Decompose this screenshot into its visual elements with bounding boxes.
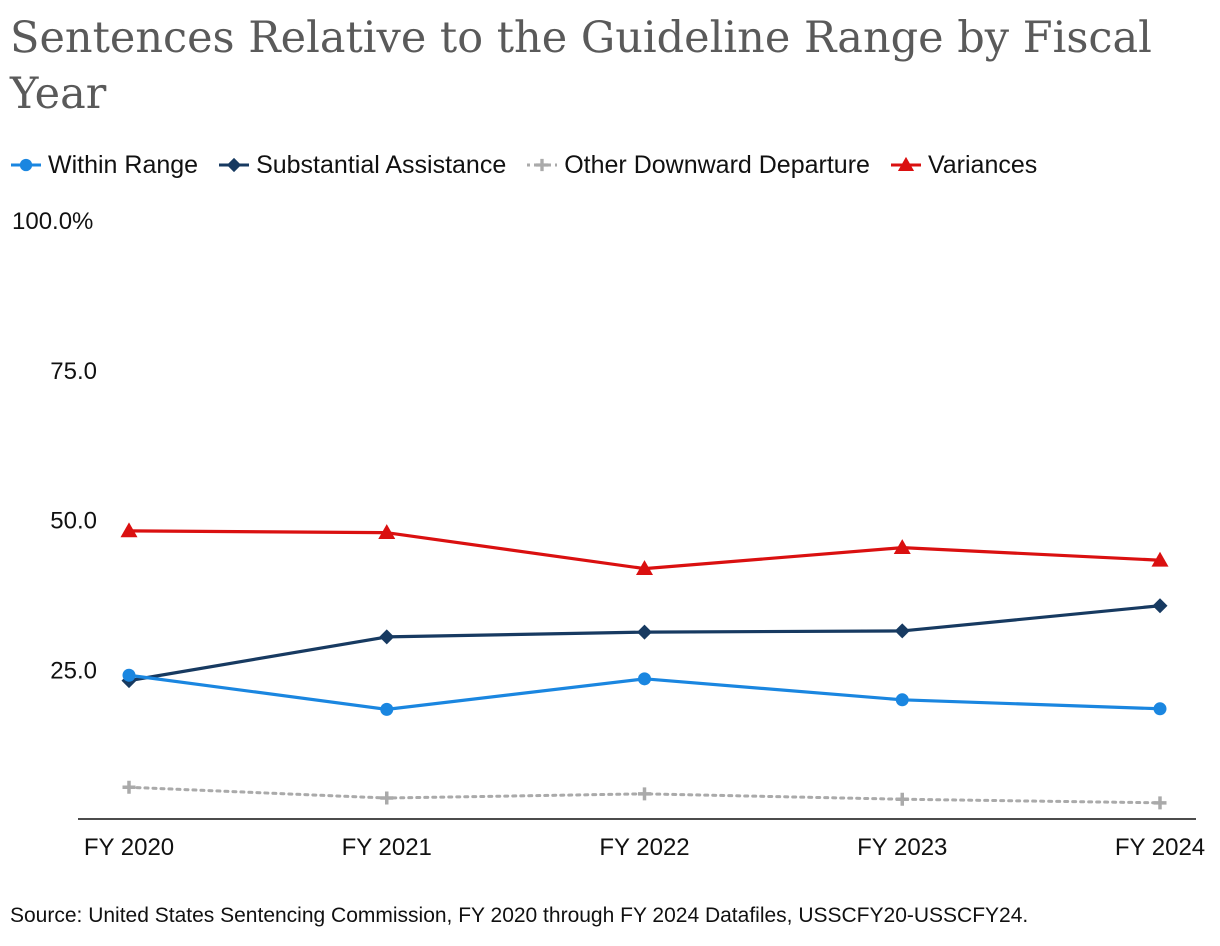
legend-label: Other Downward Departure <box>564 150 870 179</box>
y-tick-label: 25.0 <box>50 657 97 684</box>
data-point-within-range <box>122 668 136 682</box>
legend-label: Within Range <box>48 150 199 179</box>
data-point-within-range <box>1153 702 1167 716</box>
data-point-other-downward-departure <box>122 780 136 794</box>
legend-swatch-variances <box>890 156 921 172</box>
data-point-within-range <box>638 672 651 686</box>
data-point-variances <box>120 522 138 538</box>
legend-swatch-within-range <box>11 158 41 172</box>
data-point-variances <box>636 560 653 575</box>
data-point-substantial-assistance <box>1152 598 1168 614</box>
data-point-within-range <box>895 693 909 707</box>
legend-marker-variances <box>897 156 915 172</box>
y-tick-label: 50.0 <box>50 508 97 535</box>
legend: Within Range Substantial Assistance Other … <box>10 146 1037 184</box>
data-point-variances <box>378 524 396 540</box>
data-point-substantial-assistance <box>894 623 910 639</box>
chart-title: Sentences Relative to the Guideline Rang… <box>10 13 1152 119</box>
data-point-other-downward-departure <box>895 792 909 806</box>
data-point-variances <box>893 539 911 555</box>
x-tick-label: FY 2022 <box>599 834 689 861</box>
data-point-variances <box>1151 551 1169 567</box>
legend-item-substantial-assistance: Substantial Assistance <box>218 151 506 180</box>
legend-marker-other-downward-departure <box>536 158 549 172</box>
x-tick-label: FY 2021 <box>342 834 432 861</box>
legend-item-variances: Variances <box>890 151 1037 180</box>
legend-swatch-other-downward-departure <box>527 158 558 172</box>
x-tick-label: FY 2023 <box>857 834 947 861</box>
legend-item-other-downward-departure: Other Downward Departure <box>526 151 870 180</box>
series-variances <box>120 522 1169 575</box>
data-point-substantial-assistance <box>379 629 395 645</box>
line-chart: 100.0%75.050.025.0FY 2020 FY 2021 FY 2022 F… <box>12 208 1205 861</box>
x-tick-label: FY 2020 <box>84 834 174 861</box>
legend-marker-within-range <box>19 158 33 172</box>
series-substantial-assistance <box>121 598 1168 689</box>
data-point-within-range <box>380 702 394 716</box>
series-within-range <box>122 668 1167 716</box>
y-axis-ticks: 100.0% 75.0 50.0 25.0 <box>12 208 97 684</box>
legend-label: Variances <box>927 150 1038 179</box>
data-point-substantial-assistance <box>637 624 652 640</box>
legend-marker-substantial-assistance <box>226 157 242 173</box>
x-axis-ticks: FY 2020 FY 2021 FY 2022 FY 2023 FY 2024 <box>84 834 1205 861</box>
x-tick-label: FY 2024 <box>1115 834 1205 861</box>
data-point-other-downward-departure <box>380 791 394 805</box>
source-note: Source: United States Sentencing Commiss… <box>10 904 1029 927</box>
legend-swatch-substantial-assistance <box>219 157 250 173</box>
series-other-downward-departure <box>122 780 1167 810</box>
series-line-substantial-assistance <box>128 604 1161 683</box>
data-point-other-downward-departure <box>1153 796 1167 810</box>
y-tick-label: 100.0% <box>12 208 93 235</box>
legend-label: Substantial Assistance <box>256 150 507 179</box>
data-point-other-downward-departure <box>638 787 651 801</box>
y-tick-label: 75.0 <box>50 358 97 385</box>
legend-item-within-range: Within Range <box>10 151 198 180</box>
